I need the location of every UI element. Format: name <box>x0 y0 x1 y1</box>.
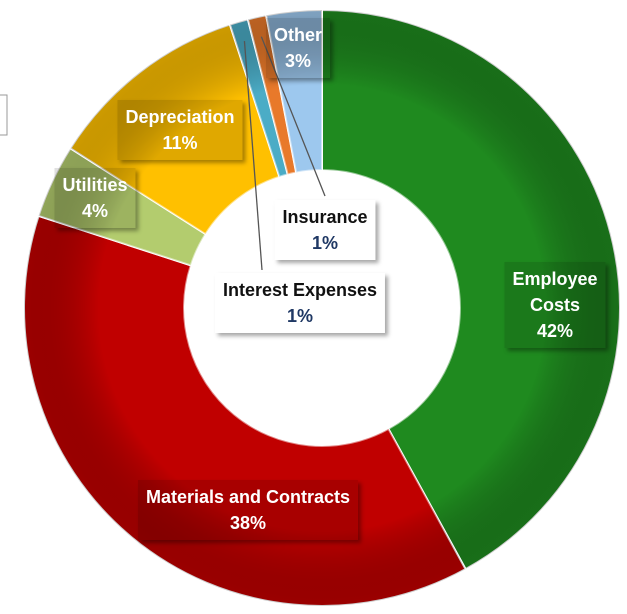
data-label: Other 3% <box>265 18 331 78</box>
data-label: Materials and Contracts 38% <box>137 480 359 540</box>
label-percent: 11% <box>162 133 198 153</box>
label-name: Utilities <box>62 175 128 195</box>
data-label: Insurance 1% <box>274 200 376 260</box>
label-name: Depreciation <box>125 107 235 127</box>
data-label: Interest Expenses 1% <box>214 273 386 333</box>
label-percent: 3% <box>284 51 312 71</box>
leader-line <box>260 36 326 197</box>
leader-line <box>243 40 263 271</box>
label-percent: 4% <box>81 201 109 221</box>
label-percent: 1% <box>286 306 314 326</box>
label-name: Employee Costs <box>512 269 598 315</box>
label-name: Interest Expenses <box>222 280 378 300</box>
label-percent: 38% <box>229 513 267 533</box>
label-percent: 1% <box>311 233 339 253</box>
label-name: Other <box>273 25 323 45</box>
legend-fragment <box>0 94 8 136</box>
data-label: Utilities 4% <box>54 168 136 228</box>
label-name: Materials and Contracts <box>145 487 351 507</box>
data-label: Employee Costs 42% <box>504 262 606 348</box>
label-name: Insurance <box>282 207 368 227</box>
label-percent: 42% <box>536 321 574 341</box>
data-label: Depreciation 11% <box>117 100 243 160</box>
